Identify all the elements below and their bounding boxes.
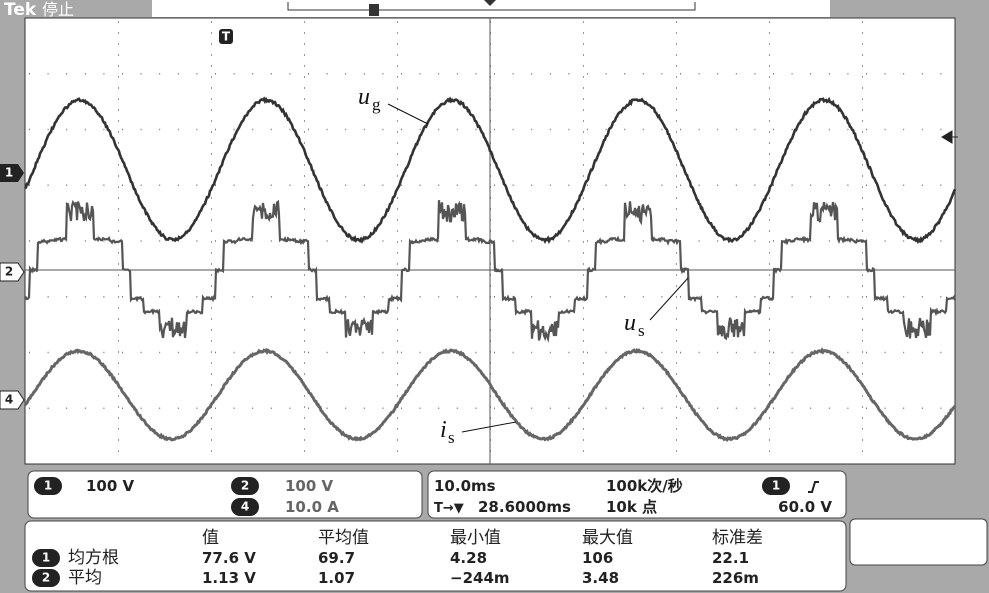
trig-badge	[762, 477, 790, 495]
ug-label: u	[358, 84, 370, 110]
measure-value: 1.13 V	[202, 569, 256, 587]
waveforms	[24, 96, 957, 442]
position-prefix: T→▼	[434, 501, 464, 516]
level-marker	[941, 130, 958, 144]
record-pos	[369, 4, 379, 16]
is-label: i	[440, 417, 447, 443]
row-badge-label: 2	[42, 571, 50, 585]
record-bracket	[287, 2, 696, 11]
ch2-marker	[0, 262, 25, 282]
measure-value: 226m	[712, 569, 759, 587]
ug-sub: g	[372, 95, 381, 114]
row-badge-label: 1	[42, 551, 50, 565]
record-length: 10k 点	[606, 498, 657, 516]
is-wave	[24, 347, 957, 442]
ch4-badge	[231, 498, 259, 516]
row-badge	[32, 549, 60, 567]
position: 28.6000ms	[478, 498, 571, 516]
measure-header: 值	[202, 528, 219, 548]
measure-header: 标准差	[712, 528, 763, 548]
ch1-badge-label: 1	[44, 479, 52, 493]
ch4-marker-label: 4	[5, 393, 13, 407]
us-leader	[649, 277, 689, 321]
measure-value: 1.07	[318, 569, 355, 587]
record-arrow	[484, 0, 496, 6]
ch2-scale: 100 V	[285, 477, 334, 495]
measure-value: 4.28	[450, 549, 487, 567]
time-scale: 10.0ms	[434, 477, 496, 495]
is-leader	[461, 421, 517, 433]
measure-value: 77.6 V	[202, 549, 256, 567]
ch2-marker-label: 2	[5, 265, 13, 279]
row-badge	[32, 569, 60, 587]
measure-value: 69.7	[318, 549, 355, 567]
ch4-marker	[0, 390, 25, 410]
trigger-level: 60.0 V	[778, 498, 832, 516]
run-status: 停止	[42, 0, 74, 19]
trig-edge	[808, 481, 819, 493]
trig-badge-label: 1	[772, 479, 780, 493]
channel-panel	[27, 470, 423, 519]
brand: Tek	[4, 0, 37, 20]
trigger-marker	[219, 29, 233, 44]
ch4-scale: 10.0 A	[285, 498, 339, 516]
ch1-marker	[0, 164, 24, 182]
ch2-badge-label: 2	[241, 479, 249, 493]
row-name: 平均	[68, 568, 102, 588]
is-sub: s	[448, 428, 455, 447]
side-box	[849, 518, 988, 566]
ug-wave	[24, 96, 957, 245]
measure-value: 3.48	[582, 569, 619, 587]
measure-header: 最大值	[582, 528, 633, 548]
us-sub: s	[638, 321, 645, 340]
ch4-badge-label: 4	[241, 500, 249, 514]
us-label: u	[624, 310, 636, 336]
measure-value: 106	[582, 549, 613, 567]
measure-header: 平均值	[318, 528, 369, 548]
measure-value: 22.1	[712, 549, 749, 567]
measure-value: −244m	[450, 569, 510, 587]
ug-leader	[387, 103, 429, 125]
info: 1 100 V 2 100 V 4 10.0 A 10.0ms 100k次/秒 T→▼ 28.60…	[32, 477, 832, 588]
ch1-marker-label: 1	[5, 166, 13, 180]
ch1-scale: 100 V	[86, 477, 135, 495]
timebase-panel	[427, 470, 847, 519]
measure-panel	[24, 520, 847, 592]
ch2-badge	[231, 477, 259, 495]
sample-rate: 100k次/秒	[606, 477, 683, 495]
row-name: 均方根	[68, 548, 119, 568]
us-wave	[24, 199, 957, 344]
record-bar	[152, 0, 830, 17]
measure-header: 最小值	[450, 528, 501, 548]
trigger-marker-label: T	[222, 30, 231, 44]
ch1-badge	[34, 477, 62, 495]
